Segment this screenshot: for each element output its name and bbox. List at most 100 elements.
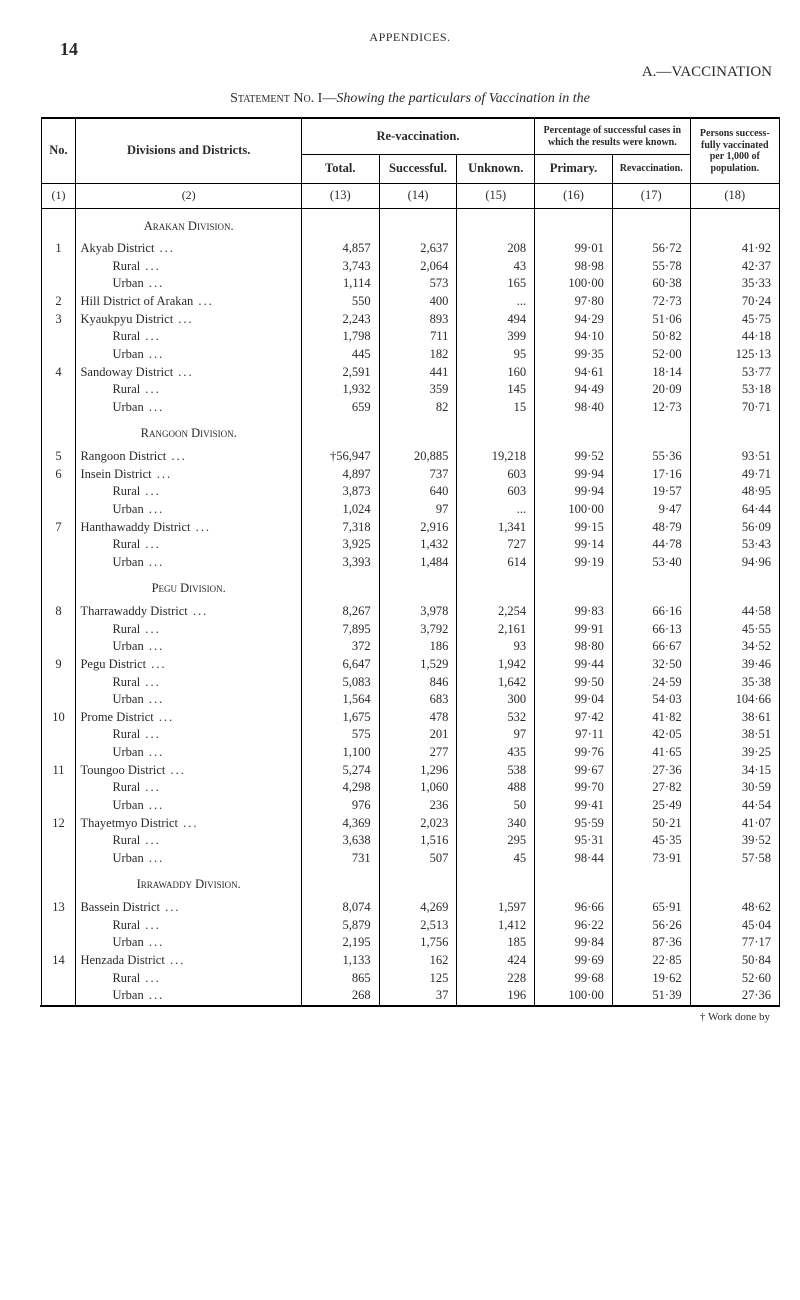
table-row: Rural1,79871139994·1050·8244·18: [41, 328, 780, 346]
row-name: Pegu District: [76, 656, 301, 674]
table-row: Rural3,9251,43272799·1444·7853·43: [41, 536, 780, 554]
section-heading-row: Arakan Division.: [41, 208, 780, 240]
cell-value: 201: [379, 726, 457, 744]
cell-value: 494: [457, 311, 535, 329]
cell-value: 1,341: [457, 519, 535, 537]
row-no: 4: [41, 364, 76, 382]
cell-value: 659: [301, 399, 379, 417]
cell-value: 507: [379, 850, 457, 868]
cell-value: 52·60: [690, 970, 779, 988]
cell-value: 4,298: [301, 779, 379, 797]
cell-value: 53·77: [690, 364, 779, 382]
cell-value: 19·57: [612, 483, 690, 501]
table-row: Urban7315074598·4473·9157·58: [41, 850, 780, 868]
cell-value: 100·00: [535, 501, 613, 519]
cell-value: 125·13: [690, 346, 779, 364]
cell-value: 7,895: [301, 621, 379, 639]
row-no: [41, 987, 76, 1005]
cell-value: 236: [379, 797, 457, 815]
cell-value: 99·41: [535, 797, 613, 815]
cell-value: 4,857: [301, 240, 379, 258]
cell-value: 3,393: [301, 554, 379, 572]
cell-value: 35·33: [690, 275, 779, 293]
cell-value: 99·52: [535, 448, 613, 466]
table-row: Urban1,114573165100·0060·3835·33: [41, 275, 780, 293]
row-name: Rangoon District: [76, 448, 301, 466]
row-name: Urban: [76, 987, 301, 1005]
colnum-15: (15): [457, 183, 535, 208]
cell-value: 70·71: [690, 399, 779, 417]
row-name: Hill District of Arakan: [76, 293, 301, 311]
cell-value: 727: [457, 536, 535, 554]
cell-value: 1,756: [379, 934, 457, 952]
cell-value: 976: [301, 797, 379, 815]
cell-value: 4,269: [379, 899, 457, 917]
row-no: 5: [41, 448, 76, 466]
section-heading-row: Irrawaddy Division.: [41, 867, 780, 899]
row-name: Sandoway District: [76, 364, 301, 382]
section-heading-row: Rangoon Division.: [41, 416, 780, 448]
cell-value: 94·10: [535, 328, 613, 346]
cell-value: 18·14: [612, 364, 690, 382]
table-row: Urban2,1951,75618599·8487·3677·17: [41, 934, 780, 952]
cell-value: 20,885: [379, 448, 457, 466]
section-title: Arakan Division.: [76, 208, 301, 240]
cell-value: 2,513: [379, 917, 457, 935]
cell-value: 97: [457, 726, 535, 744]
table-row: 14Henzada District1,13316242499·6922·855…: [41, 952, 780, 970]
colnum-1: (1): [41, 183, 76, 208]
col-primary-head: Primary.: [535, 155, 613, 184]
cell-value: 57·58: [690, 850, 779, 868]
cell-value: 3,925: [301, 536, 379, 554]
cell-value: 95·31: [535, 832, 613, 850]
table-row: 5Rangoon District†56,94720,88519,21899·5…: [41, 448, 780, 466]
cell-value: 3,638: [301, 832, 379, 850]
cell-value: 97·42: [535, 709, 613, 727]
cell-value: 37: [379, 987, 457, 1005]
row-name: Akyab District: [76, 240, 301, 258]
cell-value: 53·43: [690, 536, 779, 554]
row-name: Urban: [76, 346, 301, 364]
table-row: Urban1,02497...100·009·4764·44: [41, 501, 780, 519]
row-no: 10: [41, 709, 76, 727]
cell-value: 683: [379, 691, 457, 709]
row-no: [41, 917, 76, 935]
row-name: Urban: [76, 797, 301, 815]
cell-value: 38·61: [690, 709, 779, 727]
cell-value: 5,879: [301, 917, 379, 935]
statement-line: Statement No. I—Showing the particulars …: [40, 90, 780, 108]
row-no: 6: [41, 466, 76, 484]
row-name: Urban: [76, 744, 301, 762]
table-row: 7Hanthawaddy District7,3182,9161,34199·1…: [41, 519, 780, 537]
cell-value: 160: [457, 364, 535, 382]
row-no: 9: [41, 656, 76, 674]
cell-value: 77·17: [690, 934, 779, 952]
cell-value: 51·39: [612, 987, 690, 1005]
cell-value: 1,529: [379, 656, 457, 674]
cell-value: 53·40: [612, 554, 690, 572]
cell-value: 94·29: [535, 311, 613, 329]
cell-value: 93·51: [690, 448, 779, 466]
cell-value: 44·78: [612, 536, 690, 554]
cell-value: 41·92: [690, 240, 779, 258]
row-no: 11: [41, 762, 76, 780]
cell-value: 39·52: [690, 832, 779, 850]
row-no: [41, 744, 76, 762]
table-row: Rural86512522899·6819·6252·60: [41, 970, 780, 988]
cell-value: 399: [457, 328, 535, 346]
cell-value: 19,218: [457, 448, 535, 466]
cell-value: 3,792: [379, 621, 457, 639]
row-name: Insein District: [76, 466, 301, 484]
cell-value: 27·36: [612, 762, 690, 780]
colnum-14: (14): [379, 183, 457, 208]
cell-value: 300: [457, 691, 535, 709]
cell-value: 45·35: [612, 832, 690, 850]
row-no: 1: [41, 240, 76, 258]
cell-value: 2,161: [457, 621, 535, 639]
cell-value: 6,647: [301, 656, 379, 674]
table-row: Urban3721869398·8066·6734·52: [41, 638, 780, 656]
row-no: 13: [41, 899, 76, 917]
cell-value: 45: [457, 850, 535, 868]
row-no: [41, 934, 76, 952]
table-row: 10Prome District1,67547853297·4241·8238·…: [41, 709, 780, 727]
